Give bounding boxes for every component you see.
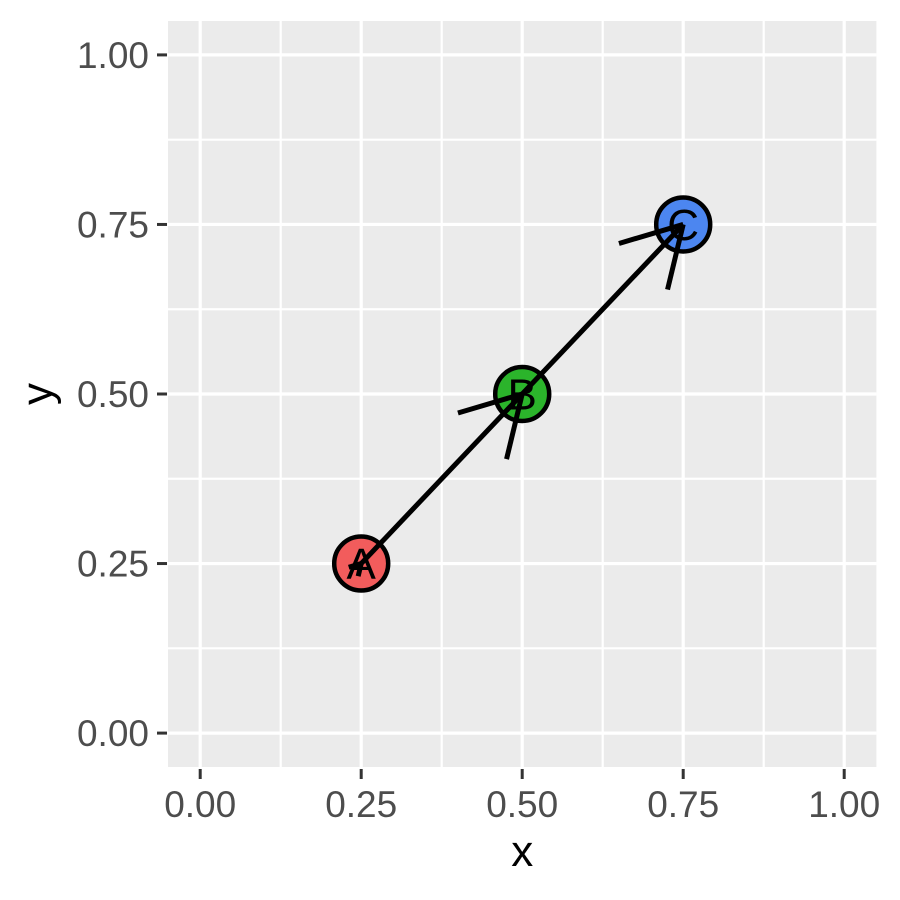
y-axis-title: y — [13, 383, 62, 405]
y-tick-label: 0.50 — [77, 374, 149, 415]
arrow-shaft-A-B — [359, 392, 525, 566]
x-tick-label: 1.00 — [808, 784, 880, 825]
y-tick-label: 0.25 — [77, 544, 149, 585]
axis-tick-marks — [157, 53, 846, 779]
small-arrowhead-A — [355, 562, 364, 577]
y-tick-label: 1.00 — [77, 35, 149, 76]
arrowhead-B — [504, 393, 525, 460]
x-tick-label: 0.75 — [647, 784, 719, 825]
x-axis-title: x — [511, 827, 533, 876]
arrowhead-C — [665, 223, 686, 291]
x-tick-label: 0.50 — [486, 784, 558, 825]
y-axis-tick-labels: 0.00 0.25 0.50 0.75 1.00 — [77, 35, 149, 754]
x-tick-label: 0.25 — [325, 784, 397, 825]
x-axis-tick-labels: 0.00 0.25 0.50 0.75 1.00 — [164, 784, 880, 825]
arrowhead-B — [457, 391, 523, 416]
arrowhead-C — [618, 222, 684, 246]
arrow-shaft-B-C — [520, 222, 686, 396]
y-tick-label: 0.00 — [77, 713, 149, 754]
x-tick-label: 0.00 — [164, 784, 236, 825]
y-tick-label: 0.75 — [77, 204, 149, 245]
arrow-segments — [348, 222, 686, 577]
